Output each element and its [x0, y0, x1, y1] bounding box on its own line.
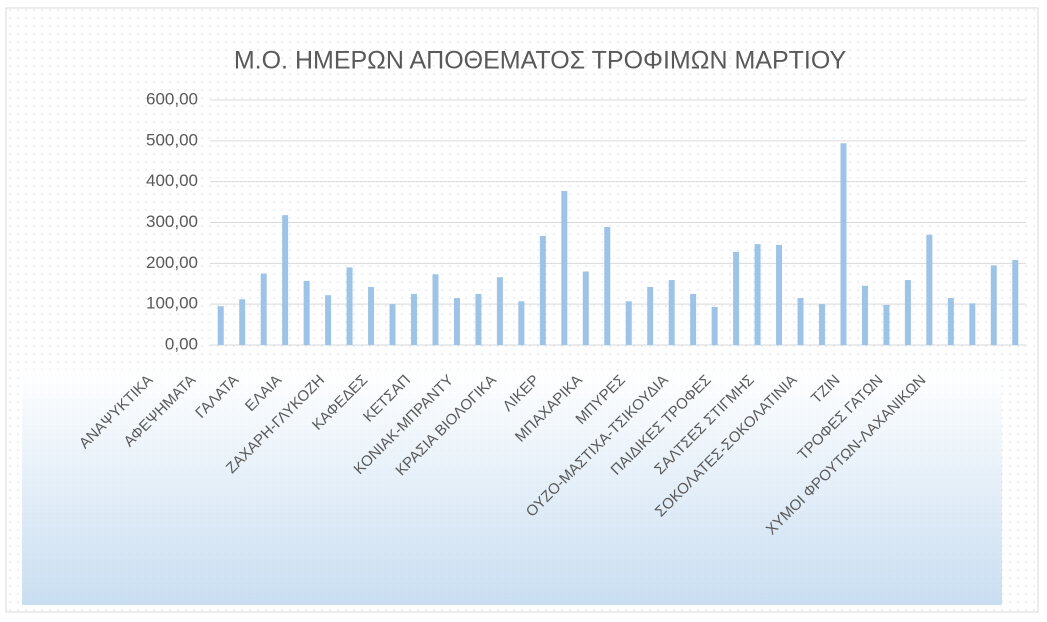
bar	[819, 304, 825, 345]
bar	[1012, 260, 1019, 345]
y-tick-label: 200,00	[146, 253, 198, 272]
y-tick-label: 300,00	[146, 212, 198, 231]
bar	[453, 298, 460, 345]
bar	[389, 304, 396, 345]
bar	[711, 307, 718, 345]
bar	[883, 304, 890, 345]
bar	[217, 306, 224, 345]
bar	[411, 293, 417, 345]
y-tick-label: 600,00	[146, 89, 198, 108]
bar	[690, 293, 697, 345]
bar	[325, 295, 332, 345]
bar	[733, 251, 740, 345]
bar	[518, 301, 525, 345]
bar	[861, 285, 868, 345]
bar	[561, 191, 568, 345]
bar	[260, 273, 267, 345]
bar	[990, 265, 997, 345]
bar	[303, 280, 310, 345]
bar	[668, 280, 675, 345]
bar	[754, 244, 761, 345]
y-tick-label: 100,00	[146, 294, 198, 313]
bar	[604, 226, 611, 345]
bar	[947, 298, 954, 345]
bar	[346, 267, 353, 345]
bar	[625, 301, 632, 345]
bar	[969, 303, 976, 345]
y-tick-label: 500,00	[146, 130, 198, 149]
bar	[282, 215, 289, 345]
y-tick-label: 0,00	[165, 334, 198, 353]
bar	[582, 271, 589, 345]
bar	[776, 244, 783, 345]
bar	[475, 293, 482, 345]
bar	[239, 299, 246, 345]
bar	[496, 277, 503, 345]
bar	[904, 280, 911, 345]
bar	[647, 287, 654, 345]
bar	[797, 298, 804, 345]
chart-title: Μ.Ο. ΗΜΕΡΩΝ ΑΠΟΘΕΜΑΤΟΣ ΤΡΟΦΙΜΩΝ ΜΑΡΤΙΟΥ	[234, 47, 847, 75]
bar	[926, 234, 933, 345]
bar	[432, 274, 439, 345]
bar	[539, 235, 546, 345]
y-tick-label: 400,00	[146, 171, 198, 190]
label-band	[22, 370, 1002, 605]
bar	[368, 287, 375, 345]
bar	[840, 143, 847, 345]
